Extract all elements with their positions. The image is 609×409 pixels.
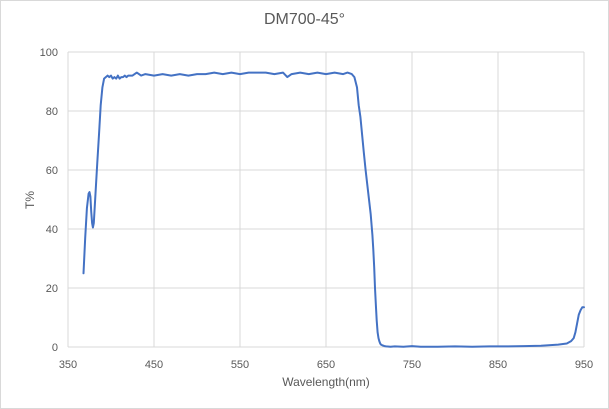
x-tick-label: 950 [575,359,593,371]
y-tick-label: 100 [40,47,58,59]
x-axis-label: Wavelength(nm) [282,375,370,389]
chart-title: DM700-45° [263,11,346,28]
y-tick-label: 0 [52,342,58,354]
y-axis-ticks: 0 20 40 60 80 100 [40,47,58,354]
x-tick-label: 650 [317,359,335,371]
x-tick-label: 350 [59,359,77,371]
transmission-curve [82,71,585,348]
x-axis-ticks: 350 450 550 650 750 850 950 [59,359,593,371]
x-tick-label: 750 [403,359,421,371]
x-tick-label: 450 [145,359,163,371]
y-tick-label: 80 [46,106,58,118]
x-tick-label: 850 [489,359,507,371]
x-tick-label: 550 [231,359,249,371]
y-tick-label: 20 [46,283,58,295]
y-tick-label: 40 [46,224,58,236]
gridlines [67,51,585,348]
y-tick-label: 60 [46,165,58,177]
